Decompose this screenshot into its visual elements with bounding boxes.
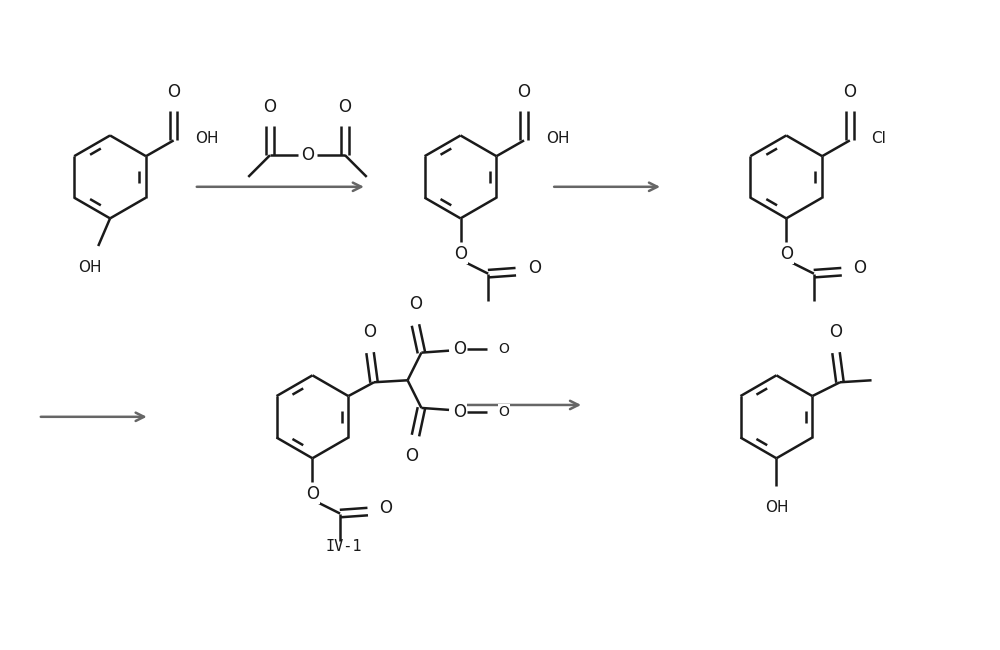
Text: IV-1: IV-1 xyxy=(326,540,362,554)
Text: O: O xyxy=(830,323,843,341)
Text: O: O xyxy=(780,245,793,263)
Text: O: O xyxy=(167,83,180,101)
Text: O: O xyxy=(498,405,509,419)
Text: O: O xyxy=(518,83,531,101)
Text: O: O xyxy=(453,403,466,421)
Text: O: O xyxy=(306,485,319,503)
Text: O: O xyxy=(364,323,377,341)
Text: OH: OH xyxy=(546,131,569,146)
Text: O: O xyxy=(843,83,856,101)
Text: O: O xyxy=(405,447,418,465)
Text: O: O xyxy=(528,259,541,277)
Text: O: O xyxy=(853,259,866,277)
Text: OH: OH xyxy=(195,131,219,146)
Text: O: O xyxy=(453,340,466,358)
Text: Cl: Cl xyxy=(872,131,886,146)
Text: O: O xyxy=(339,98,352,116)
Text: OH: OH xyxy=(765,500,788,515)
Text: O: O xyxy=(301,146,314,164)
Text: O: O xyxy=(380,499,393,517)
Text: O: O xyxy=(498,342,509,356)
Text: OH: OH xyxy=(79,260,102,275)
Text: O: O xyxy=(263,98,276,116)
Text: O: O xyxy=(454,245,467,263)
Text: O: O xyxy=(409,295,422,313)
